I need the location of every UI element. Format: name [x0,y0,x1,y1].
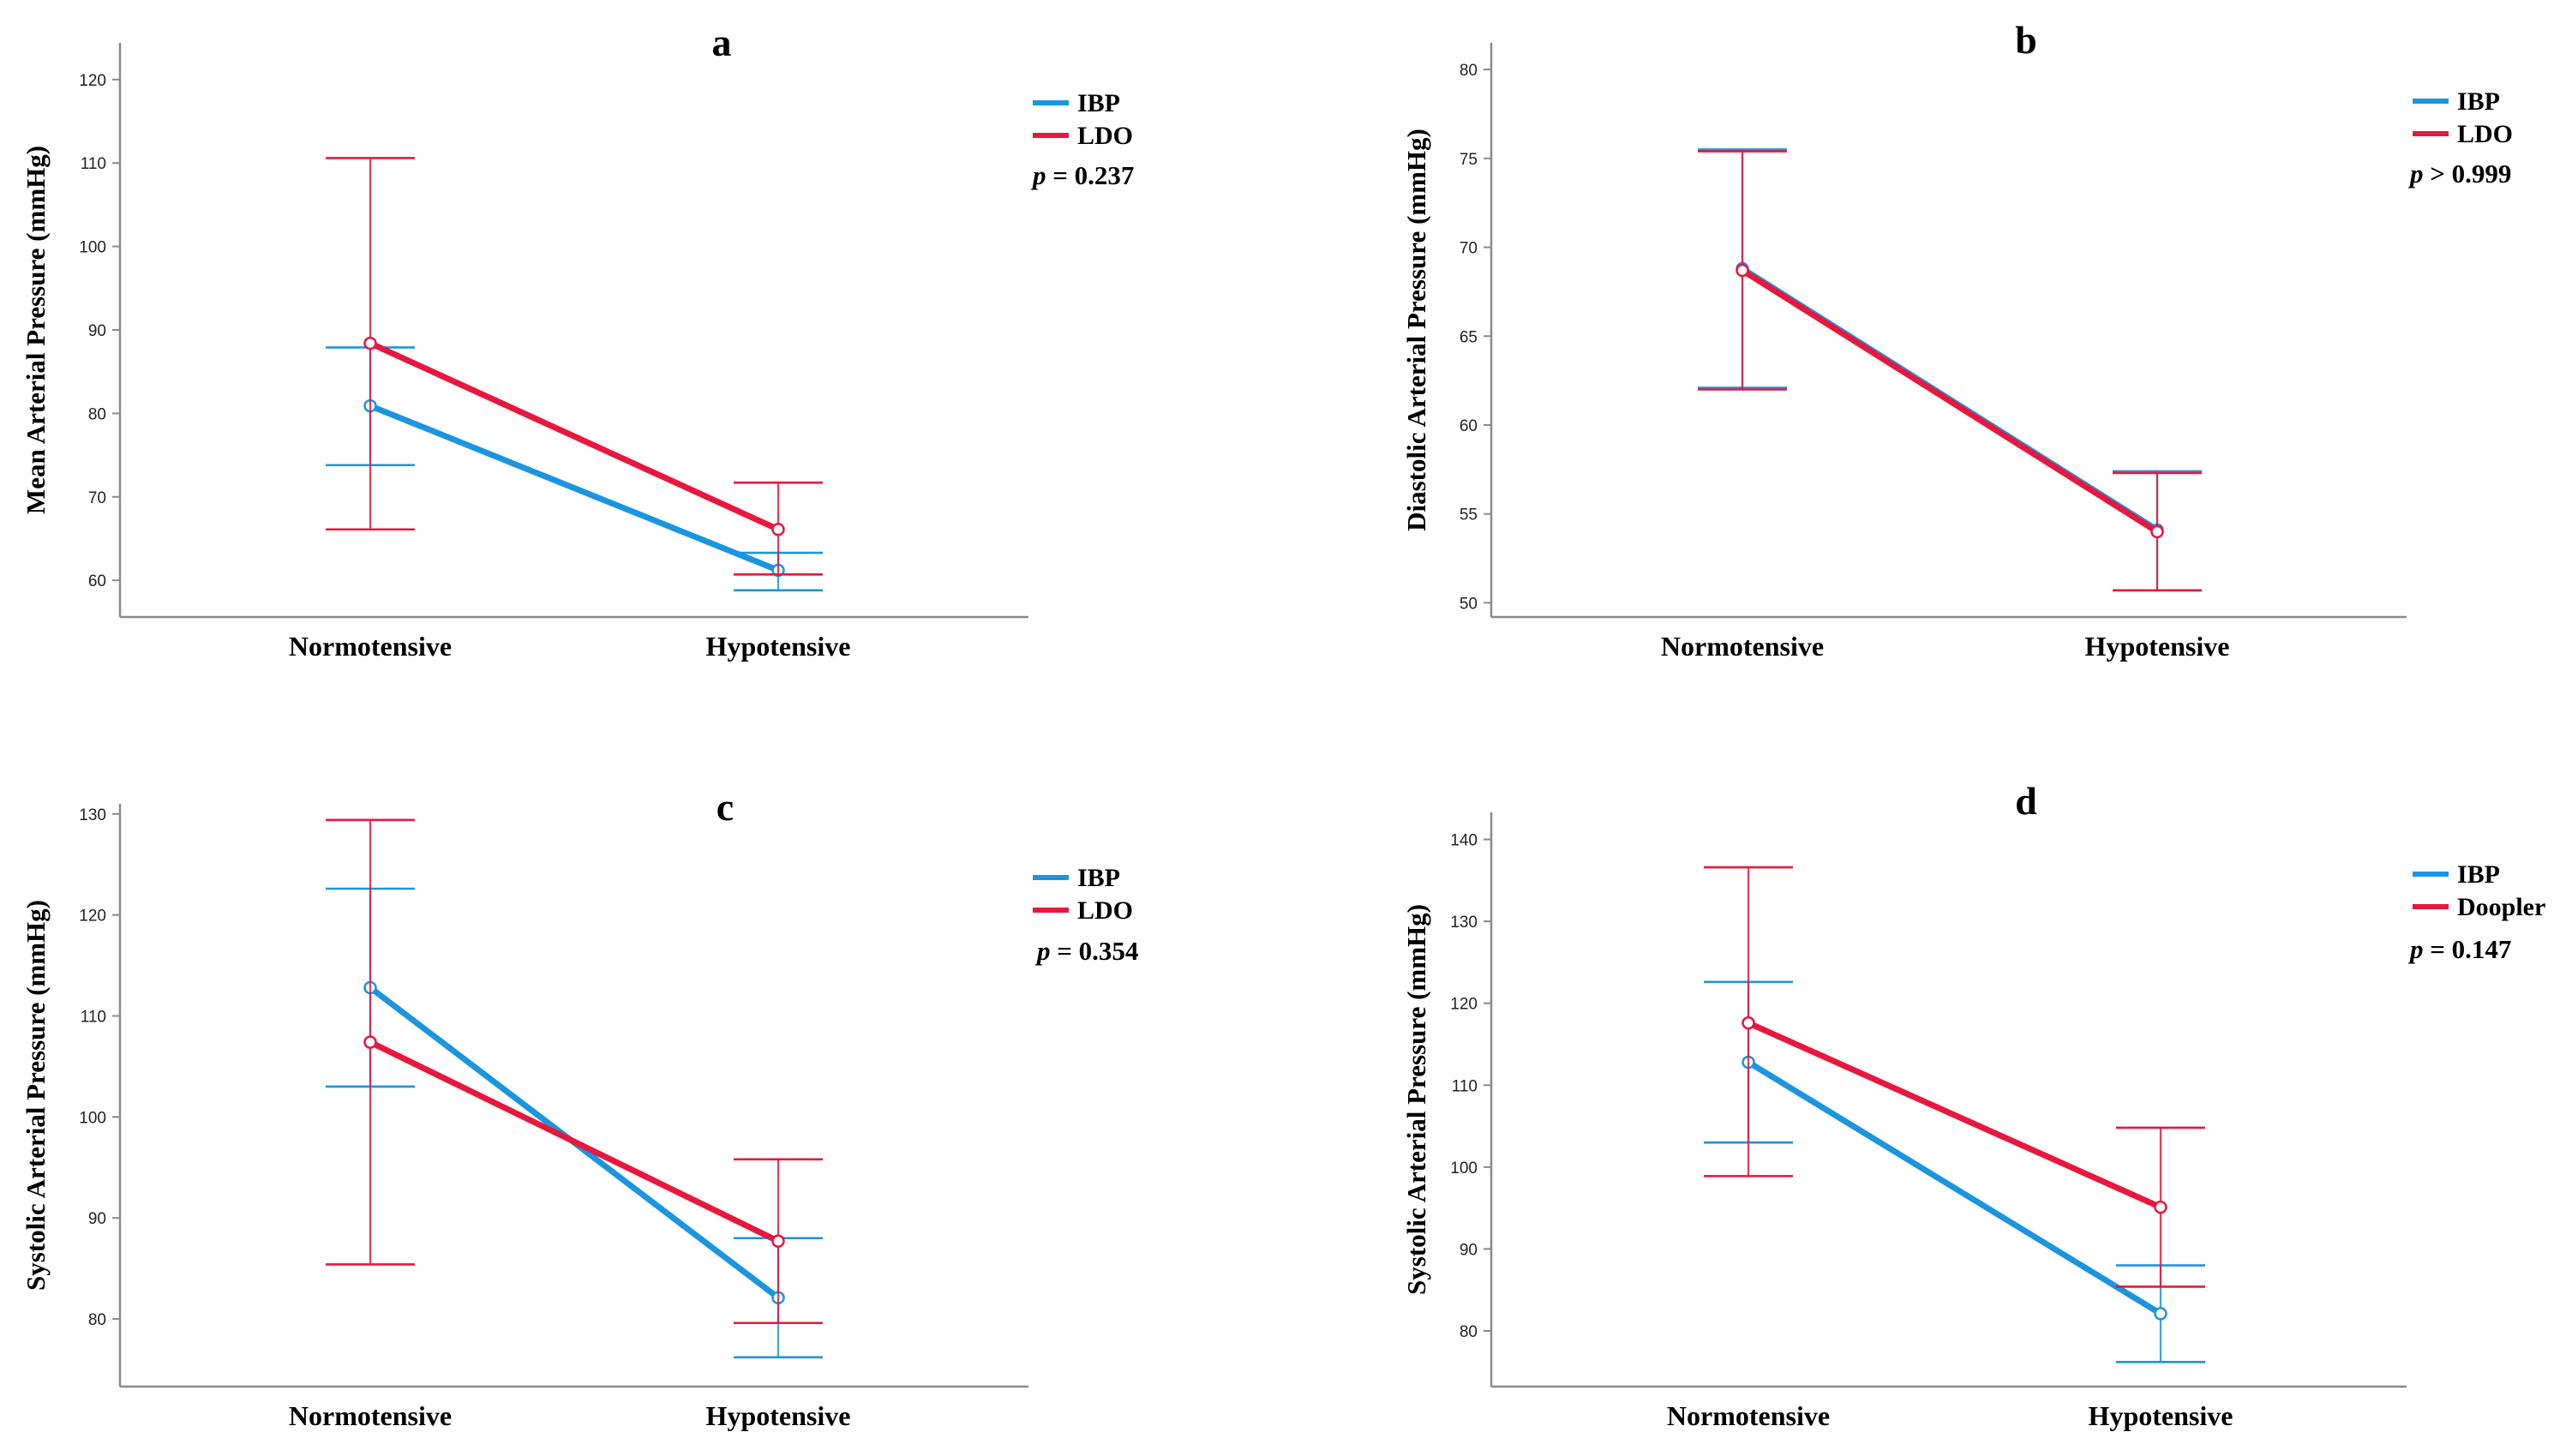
p-value-number: = 0.237 [1046,160,1135,190]
x-category-label: Normotensive [1667,1400,1830,1431]
series-line [1745,1059,2164,1317]
data-point [363,336,377,351]
legend-label: IBP [2457,87,2500,116]
x-category-label: Hypotensive [2089,1400,2233,1431]
y-tick-label: 60 [88,572,106,590]
y-tick-label: 100 [79,1109,106,1127]
y-tick-label: 120 [79,908,106,926]
y-tick-label: 75 [1460,151,1478,169]
legend-label: LDO [1077,122,1133,150]
p-value-number: = 0.354 [1051,936,1139,966]
y-tick-label: 55 [1460,506,1478,524]
y-tick-label: 60 [1460,417,1478,435]
y-tick-label: 100 [1450,1159,1478,1177]
data-point [1736,263,1749,278]
y-tick-label: 80 [88,1311,106,1329]
y-tick-label: 90 [88,1210,106,1228]
data-point [2150,524,2164,539]
legend-label: IBP [1077,864,1120,892]
legend-label: IBP [1077,89,1120,117]
y-tick-label: 70 [88,489,106,507]
chart-panel-d: 80 90 100 110 120 130 140 Normotensive Hypotensi… [1401,779,2545,1431]
data-point [771,1234,785,1249]
y-tick-label: 70 [1460,240,1478,258]
series-line [1739,267,2161,535]
x-category-label: Normotensive [289,631,452,662]
data-point [2154,1200,2167,1214]
p-value-symbol: p [2407,934,2424,964]
legend-label: Doopler [2457,893,2545,921]
y-tick-label: 120 [79,72,106,90]
x-category-label: Hypotensive [706,631,851,662]
p-value-symbol: p [1034,936,1051,966]
panel-title: c [716,785,734,829]
panel-title: d [2015,779,2037,823]
y-tick-label: 120 [1450,996,1478,1014]
x-category-label: Hypotensive [706,1400,851,1431]
y-tick-label: 50 [1460,595,1478,613]
panel-title: a [712,21,732,64]
y-tick-label: 80 [88,405,106,423]
p-value: p = 0.237 [1030,160,1134,190]
p-value: p = 0.147 [2407,934,2511,964]
y-tick-label: 140 [1450,832,1478,850]
p-value-symbol: p [1030,160,1046,190]
y-tick-label: 100 [79,239,106,257]
y-tick-label: 65 [1460,328,1478,346]
y-tick-label: 80 [1460,62,1478,80]
data-point [2154,1307,2167,1321]
y-tick-label: 110 [81,155,106,173]
series-line [367,403,782,573]
chart-panel-c: 80 90 100 110 120 130 Normotensive Hypotensive c… [21,785,1138,1431]
panel-title: b [2015,18,2037,62]
p-value-number: = 0.147 [2424,934,2512,964]
y-tick-label: 110 [81,1008,106,1026]
y-axis-label: Diastolic Arterial Pressure (mmHg) [1401,129,1431,531]
y-axis-label: Systolic Arterial Pressure (mmHg) [1401,904,1431,1295]
data-point [771,522,785,536]
legend-label: LDO [1077,896,1133,925]
x-category-label: Normotensive [289,1400,452,1431]
legend-label: IBP [2457,860,2500,889]
series-line [367,340,782,533]
x-category-label: Hypotensive [2085,631,2230,662]
y-tick-label: 130 [1450,914,1478,932]
p-value-number: > 0.999 [2424,159,2512,189]
series-line [1745,1020,2164,1211]
x-category-label: Normotensive [1661,631,1824,662]
y-tick-label: 80 [1460,1323,1478,1341]
p-value-symbol: p [2407,159,2424,189]
data-point [1742,1016,1755,1030]
data-point [363,1035,377,1049]
legend-label: LDO [2457,120,2513,148]
y-tick-label: 90 [1460,1241,1478,1259]
y-axis-label: Mean Arterial Pressure (mmHg) [21,146,51,514]
chart-panel-a: 60 70 80 90 100 110 120 Normotensive Hypotensive… [21,21,1134,662]
chart-panel-b: 50 55 60 65 70 75 80 Normotensive Hypotensive b Di… [1401,18,2513,662]
y-tick-label: 90 [88,322,106,340]
p-value: p = 0.354 [1034,936,1138,966]
y-axis-label: Systolic Arterial Pressure (mmHg) [21,900,51,1291]
y-tick-label: 130 [79,806,106,824]
series-line [367,1039,782,1244]
y-tick-label: 110 [1452,1077,1478,1095]
p-value: p > 0.999 [2407,159,2511,189]
